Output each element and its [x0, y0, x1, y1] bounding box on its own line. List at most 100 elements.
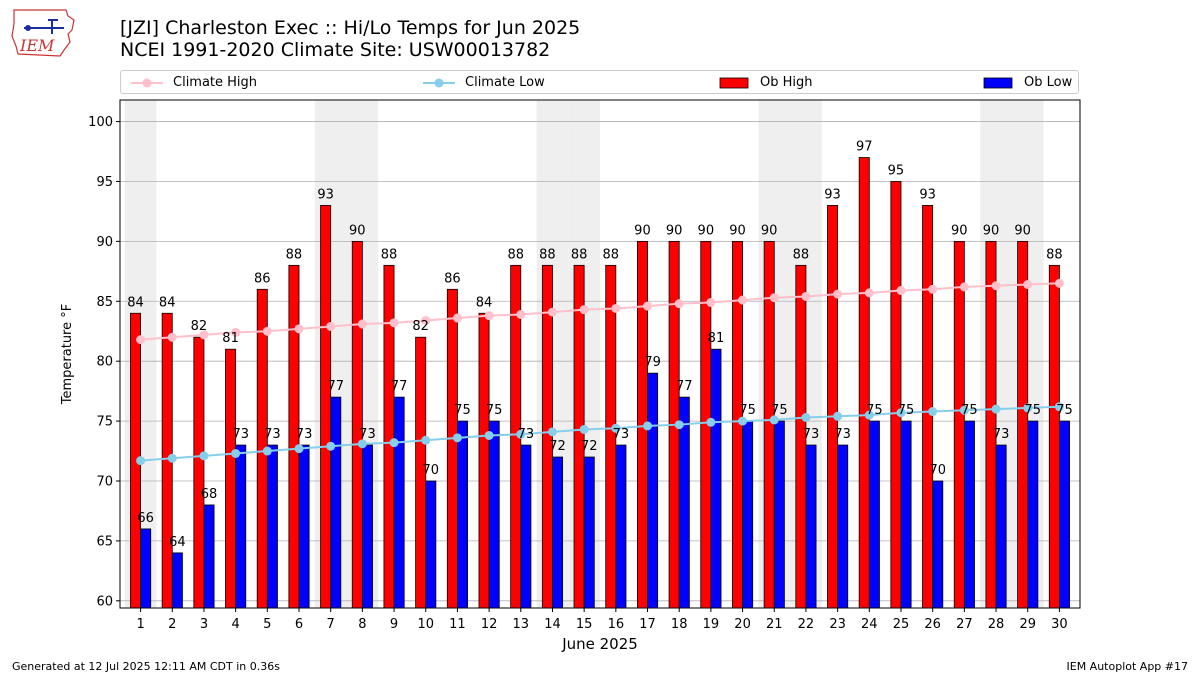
y-tick-label: 90: [96, 235, 113, 250]
label-ob-low: 77: [327, 379, 344, 394]
x-tick-label: 13: [513, 617, 530, 632]
label-ob-high: 93: [919, 187, 936, 202]
climate-low-point: [262, 446, 272, 456]
climate-low-point: [199, 451, 209, 461]
climate-high-point: [421, 315, 431, 325]
label-ob-low: 72: [549, 439, 566, 454]
chart-subtitle: NCEI 1991-2020 Climate Site: USW00013782: [120, 39, 551, 61]
label-ob-high: 95: [888, 163, 905, 178]
bar-ob-low: [963, 420, 975, 609]
label-ob-high: 82: [412, 319, 429, 334]
x-tick-label: 10: [417, 617, 434, 632]
label-ob-high: 90: [349, 223, 366, 238]
label-ob-high: 88: [571, 247, 588, 262]
label-ob-low: 75: [739, 403, 756, 418]
x-tick-label: 21: [766, 617, 783, 632]
climate-low-point: [452, 433, 462, 443]
bar-ob-low: [932, 480, 944, 609]
bar-ob-high: [1017, 240, 1029, 609]
climate-low-point: [864, 410, 874, 420]
label-ob-high: 88: [286, 247, 303, 262]
label-ob-high: 84: [159, 295, 176, 310]
bar-ob-low: [995, 444, 1007, 609]
x-tick-label: 14: [544, 617, 561, 632]
legend-ob-high-label: Ob High: [760, 75, 813, 90]
climate-low-point: [484, 430, 494, 440]
x-tick-label: 27: [956, 617, 973, 632]
label-ob-high: 88: [793, 247, 810, 262]
climate-high-point: [294, 324, 304, 334]
bar-ob-low: [298, 444, 310, 609]
x-tick-label: 19: [703, 617, 720, 632]
label-ob-high: 90: [698, 223, 715, 238]
x-tick-label: 17: [639, 617, 656, 632]
label-ob-low: 73: [232, 427, 249, 442]
label-ob-low: 73: [993, 427, 1010, 442]
x-tick-label: 20: [734, 617, 751, 632]
climate-low-point: [136, 456, 146, 466]
bar-ob-high: [446, 288, 458, 609]
x-tick-label: 11: [449, 617, 466, 632]
label-ob-high: 90: [634, 223, 651, 238]
label-ob-high: 88: [507, 247, 524, 262]
climate-high-point: [357, 319, 367, 329]
climate-low-point: [421, 435, 431, 445]
label-ob-high: 90: [729, 223, 746, 238]
label-ob-low: 75: [1025, 403, 1042, 418]
climate-high-point: [262, 326, 272, 336]
label-ob-low: 75: [898, 403, 915, 418]
climate-high-point: [643, 301, 653, 311]
bar-ob-low: [330, 396, 342, 609]
x-tick-label: 12: [481, 617, 498, 632]
climate-high-point: [801, 291, 811, 301]
climate-low-point: [991, 404, 1001, 414]
plot-frame: [119, 99, 1081, 609]
logo-text: IEM: [19, 36, 55, 55]
climate-low-point: [706, 417, 716, 427]
y-tick-label: 60: [96, 594, 113, 609]
label-ob-low: 66: [137, 511, 154, 526]
y-tick-label: 100: [88, 115, 113, 130]
x-tick-label: 23: [829, 617, 846, 632]
climate-high-point: [896, 286, 906, 295]
climate-low-point: [801, 413, 811, 422]
climate-low-point: [1023, 403, 1033, 413]
label-ob-low: 79: [644, 355, 661, 370]
bar-ob-high: [827, 205, 839, 609]
climate-high-point: [452, 313, 462, 323]
climate-low-point: [579, 424, 589, 434]
x-tick-label: 4: [232, 617, 240, 632]
label-ob-low: 73: [803, 427, 820, 442]
climate-low-point: [738, 416, 748, 426]
climate-low-point: [674, 420, 684, 430]
bar-ob-high: [478, 312, 490, 609]
label-ob-high: 88: [381, 247, 398, 262]
label-ob-high: 93: [317, 187, 334, 202]
climate-low-point: [769, 415, 779, 425]
label-ob-high: 88: [1046, 247, 1063, 262]
label-ob-high: 90: [666, 223, 683, 238]
label-ob-low: 81: [708, 331, 725, 346]
label-ob-low: 73: [296, 427, 313, 442]
label-ob-high: 90: [1014, 223, 1031, 238]
bar-ob-low: [615, 444, 627, 609]
climate-high-point: [738, 295, 748, 305]
label-ob-low: 75: [486, 403, 503, 418]
climate-low-point: [643, 421, 653, 431]
generated-timestamp: Generated at 12 Jul 2025 12:11 AM CDT in…: [12, 660, 280, 673]
climate-high-point: [484, 311, 494, 321]
climate-high-point: [864, 288, 874, 298]
label-ob-low: 75: [1056, 403, 1073, 418]
x-axis-label: June 2025: [561, 635, 638, 653]
climate-high-point: [547, 307, 557, 317]
y-axis-label: Temperature °F: [60, 304, 75, 405]
label-ob-low: 75: [454, 403, 471, 418]
label-ob-high: 90: [761, 223, 778, 238]
bar-ob-low: [361, 444, 373, 609]
label-ob-high: 90: [983, 223, 1000, 238]
bar-ob-low: [583, 456, 595, 609]
bar-ob-low: [837, 444, 849, 609]
x-tick-label: 25: [893, 617, 910, 632]
climate-high-point: [959, 282, 969, 292]
bar-ob-high: [320, 205, 332, 609]
